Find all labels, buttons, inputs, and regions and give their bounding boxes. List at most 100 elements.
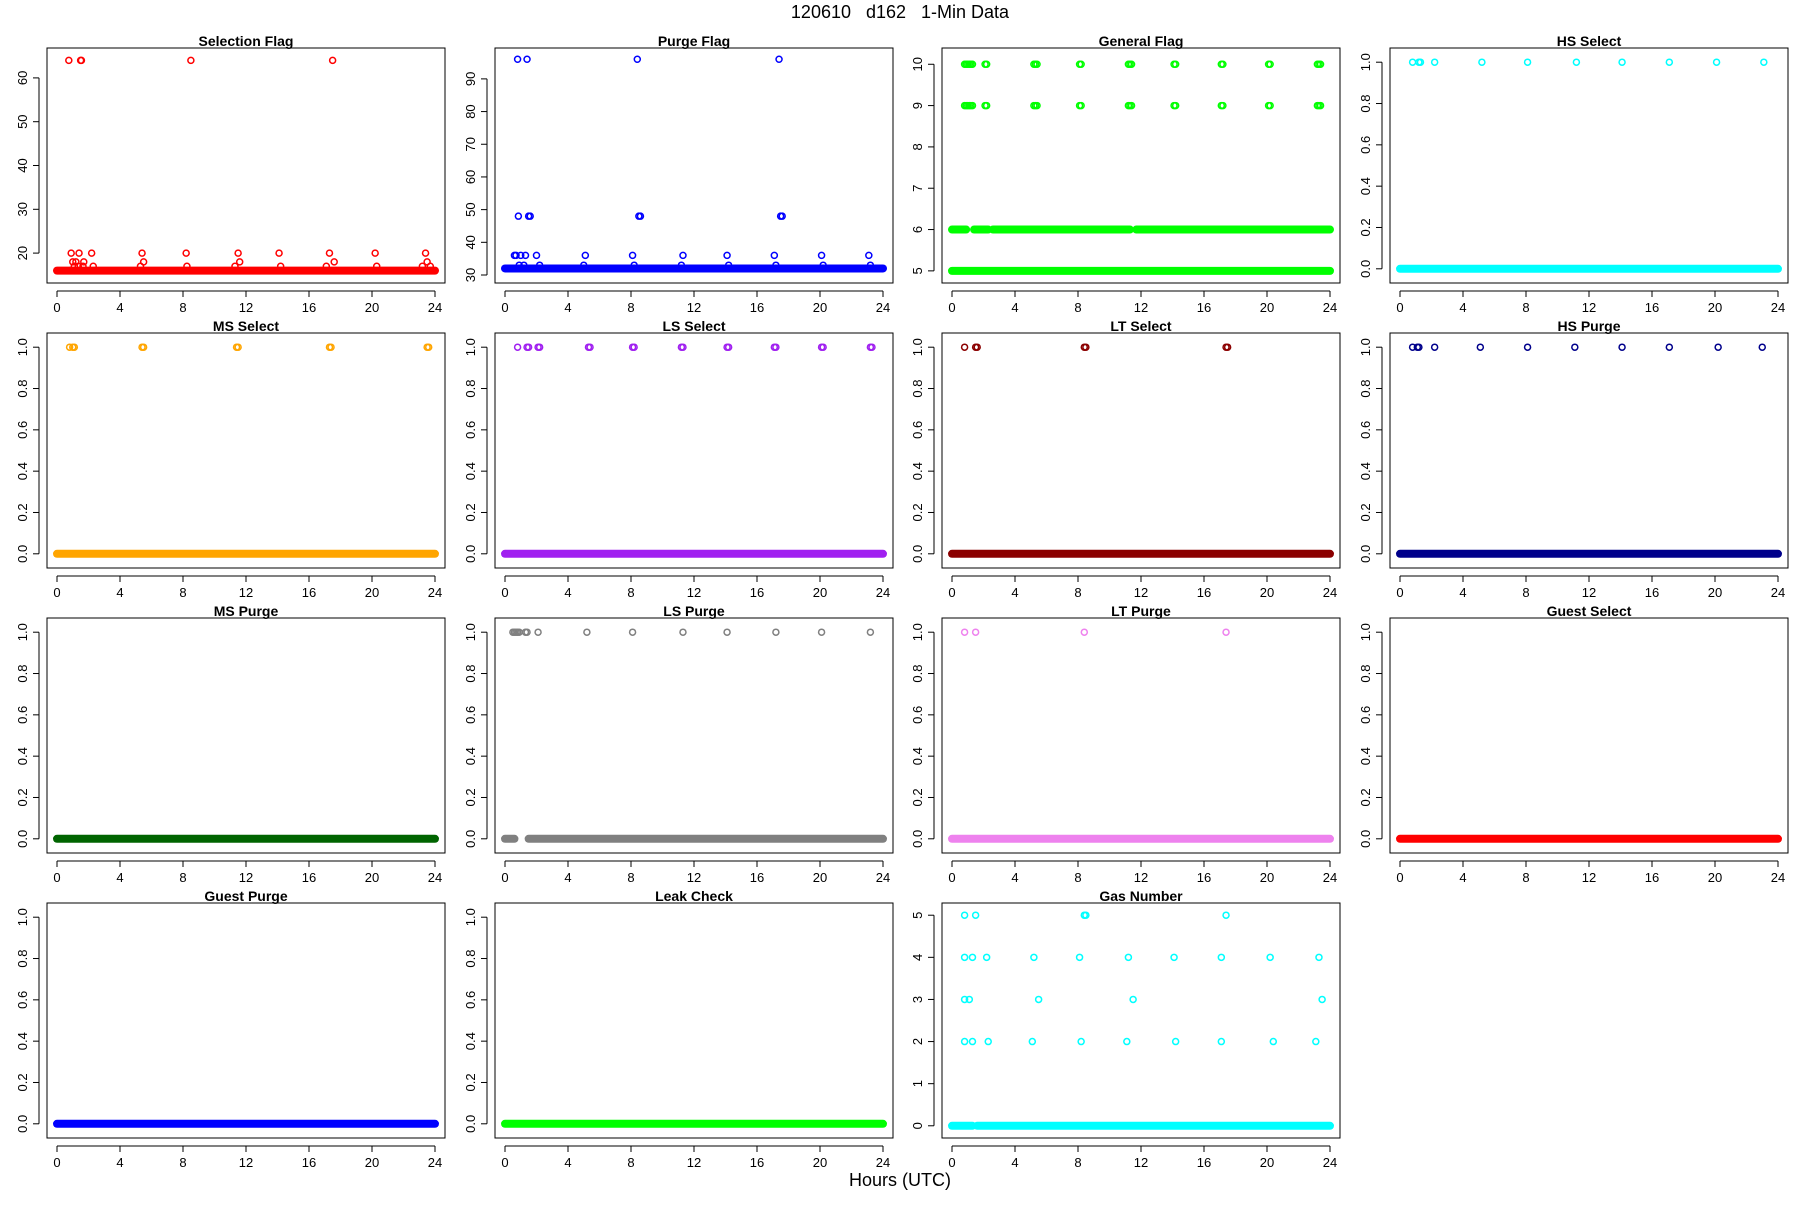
x-tick-label: 16	[1197, 585, 1211, 600]
y-tick-label: 0.4	[463, 747, 478, 765]
x-tick-label: 12	[687, 1155, 701, 1170]
y-tick-label: 0.8	[463, 949, 478, 967]
data-point	[1075, 953, 1084, 962]
panel-ls-select: LS Select 0 4 8 12 16 20 24 0.0 0.2 0.4 0.6 0.8 1.0	[463, 318, 894, 600]
data-point	[512, 251, 520, 260]
y-tick-label: 0.6	[463, 706, 478, 724]
data-point	[1123, 1037, 1131, 1046]
data-point	[968, 1037, 977, 1046]
data-point	[235, 258, 244, 266]
y-tick-label: 7	[910, 185, 925, 192]
y-tick-label: 0.8	[15, 664, 30, 682]
data-point	[1171, 60, 1180, 69]
x-tick-label: 0	[53, 585, 60, 600]
data-point	[775, 55, 783, 64]
data-point	[960, 1037, 969, 1046]
data-point	[1077, 60, 1085, 69]
x-tick-label: 20	[813, 870, 827, 885]
x-tick-label: 8	[179, 300, 186, 315]
y-tick-label: 1.0	[463, 623, 478, 641]
panel-leak-check: Leak Check 0 4 8 12 16 20 24 0.0 0.2 0.4 0.6 0.8 1.0	[463, 888, 894, 1170]
x-tick-label: 0	[53, 870, 60, 885]
x-tick-label: 16	[1197, 1155, 1211, 1170]
y-tick-label: 1.0	[1358, 623, 1373, 641]
data-point	[1034, 995, 1043, 1004]
x-tick-label: 16	[750, 585, 764, 600]
panel-title: Guest Purge	[204, 888, 287, 904]
data-point	[534, 628, 542, 636]
data-point	[1033, 60, 1041, 69]
x-tick-label: 12	[239, 300, 253, 315]
x-tick-label: 4	[564, 870, 571, 885]
plot-frame	[941, 902, 1341, 1139]
x-tick-label: 20	[813, 585, 827, 600]
data-point	[234, 249, 242, 257]
data-point	[1219, 60, 1227, 69]
y-tick-label: 1.0	[910, 623, 925, 641]
x-tick-label: 12	[1134, 1155, 1148, 1170]
x-tick-label: 4	[1011, 585, 1018, 600]
y-tick-label: 1.0	[463, 908, 478, 926]
data-point	[586, 343, 594, 351]
y-tick-label: 0.6	[463, 991, 478, 1009]
data-point	[1127, 60, 1136, 69]
data-point	[770, 251, 779, 260]
data-point	[965, 995, 974, 1004]
data-point	[984, 1037, 992, 1046]
panel-title: Gas Number	[1099, 888, 1183, 904]
x-tick-label: 24	[428, 1155, 442, 1170]
data-point	[1523, 343, 1532, 351]
panel-purge-flag: Purge Flag 0 4 8 12 16 20 24 30 40 50 60 70 80 90	[463, 33, 894, 315]
y-tick-label: 20	[15, 246, 30, 260]
data-point	[1415, 343, 1423, 351]
x-tick-label: 4	[1011, 1155, 1018, 1170]
x-tick-label: 4	[1459, 585, 1466, 600]
y-tick-label: 6	[910, 226, 925, 233]
data-point	[418, 262, 427, 270]
x-tick-label: 0	[501, 300, 508, 315]
y-tick-label: 0.4	[1358, 747, 1373, 765]
x-tick-label: 24	[428, 300, 442, 315]
y-tick-label: 0.2	[15, 503, 30, 521]
data-point	[772, 261, 780, 269]
y-tick-label: 0.0	[15, 830, 30, 848]
data-point	[724, 261, 733, 269]
y-tick-label: 0.0	[1358, 260, 1373, 278]
panel-hs-purge: HS Purge 0 4 8 12 16 20 24 0.0 0.2 0.4 0.6 0.8 1.0	[1358, 318, 1789, 600]
y-tick-label: 0.8	[910, 664, 925, 682]
panel-title: Guest Select	[1547, 603, 1632, 619]
y-tick-label: 5	[910, 267, 925, 274]
x-tick-label: 16	[302, 585, 316, 600]
data-point	[80, 258, 88, 266]
x-tick-label: 4	[116, 1155, 123, 1170]
data-point	[523, 628, 531, 636]
y-tick-label: 0.6	[1358, 421, 1373, 439]
data-point	[371, 249, 379, 257]
data-point	[628, 251, 637, 260]
data-point	[636, 212, 645, 220]
x-tick-label: 16	[1645, 300, 1659, 315]
x-tick-label: 12	[1134, 585, 1148, 600]
data-point	[521, 251, 530, 260]
y-tick-label: 0.8	[1358, 379, 1373, 397]
y-tick-label: 4	[910, 954, 925, 961]
y-tick-label: 0.2	[463, 788, 478, 806]
y-tick-label: 0.4	[463, 462, 478, 480]
x-tick-label: 4	[564, 585, 571, 600]
x-tick-label: 24	[876, 300, 890, 315]
data-point	[79, 262, 87, 270]
data-point	[1217, 1037, 1226, 1046]
panel-selection-flag: Selection Flag 0 4 8 12 16 20 24 20 30 40 50 60	[15, 33, 446, 315]
data-point	[1312, 1037, 1320, 1046]
x-tick-label: 16	[1197, 300, 1211, 315]
data-point	[1269, 1037, 1278, 1046]
x-tick-label: 24	[1323, 585, 1337, 600]
y-tick-label: 0.2	[15, 788, 30, 806]
y-tick-label: 0.0	[463, 1115, 478, 1133]
y-tick-label: 0.6	[15, 421, 30, 439]
panel-guest-select: Guest Select 0 4 8 12 16 20 24 0.0 0.2 0.4 0.6 0.8 1.…	[1358, 603, 1789, 885]
panel-lt-select: LT Select 0 4 8 12 16 20 24 0.0 0.2 0.4 0.6 0.8 1.0	[910, 318, 1341, 600]
data-point	[677, 261, 686, 269]
x-tick-label: 4	[1011, 300, 1018, 315]
